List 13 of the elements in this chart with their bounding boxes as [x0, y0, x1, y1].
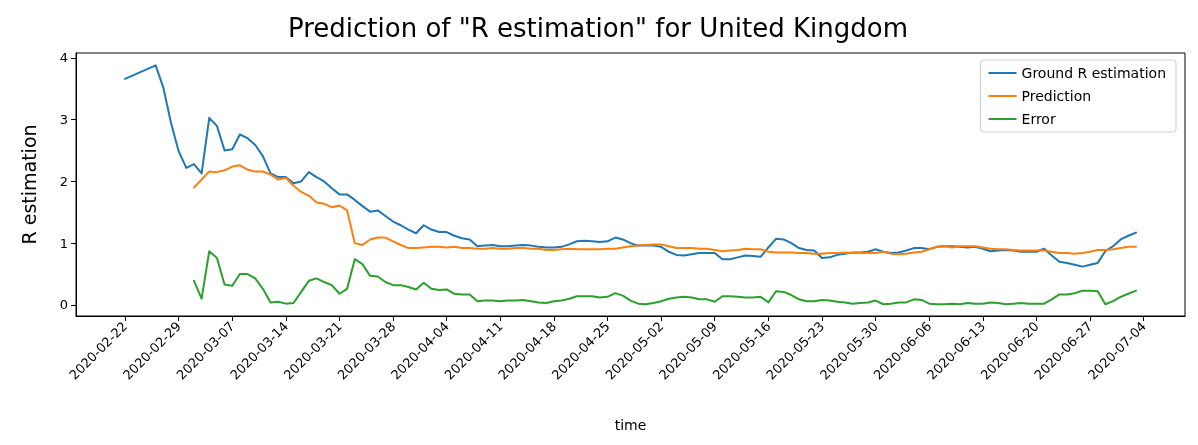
y-axis-title: R estimation [17, 124, 40, 245]
y-tick-label: 4 [59, 50, 68, 66]
line-series [192, 250, 1137, 306]
legend-label: Prediction [1021, 88, 1092, 104]
x-axis-title: time [614, 417, 647, 433]
legend-label: Ground R estimation [1021, 65, 1167, 81]
y-tick-label: 2 [59, 173, 68, 189]
y-tick-label: 3 [59, 112, 68, 128]
y-tick-label: 1 [59, 235, 68, 251]
line-series [192, 164, 1137, 256]
chart-title: Prediction of "R estimation" for United Kingdom [288, 13, 908, 43]
y-tick-label: 0 [59, 297, 68, 313]
legend-label: Error [1021, 111, 1056, 127]
